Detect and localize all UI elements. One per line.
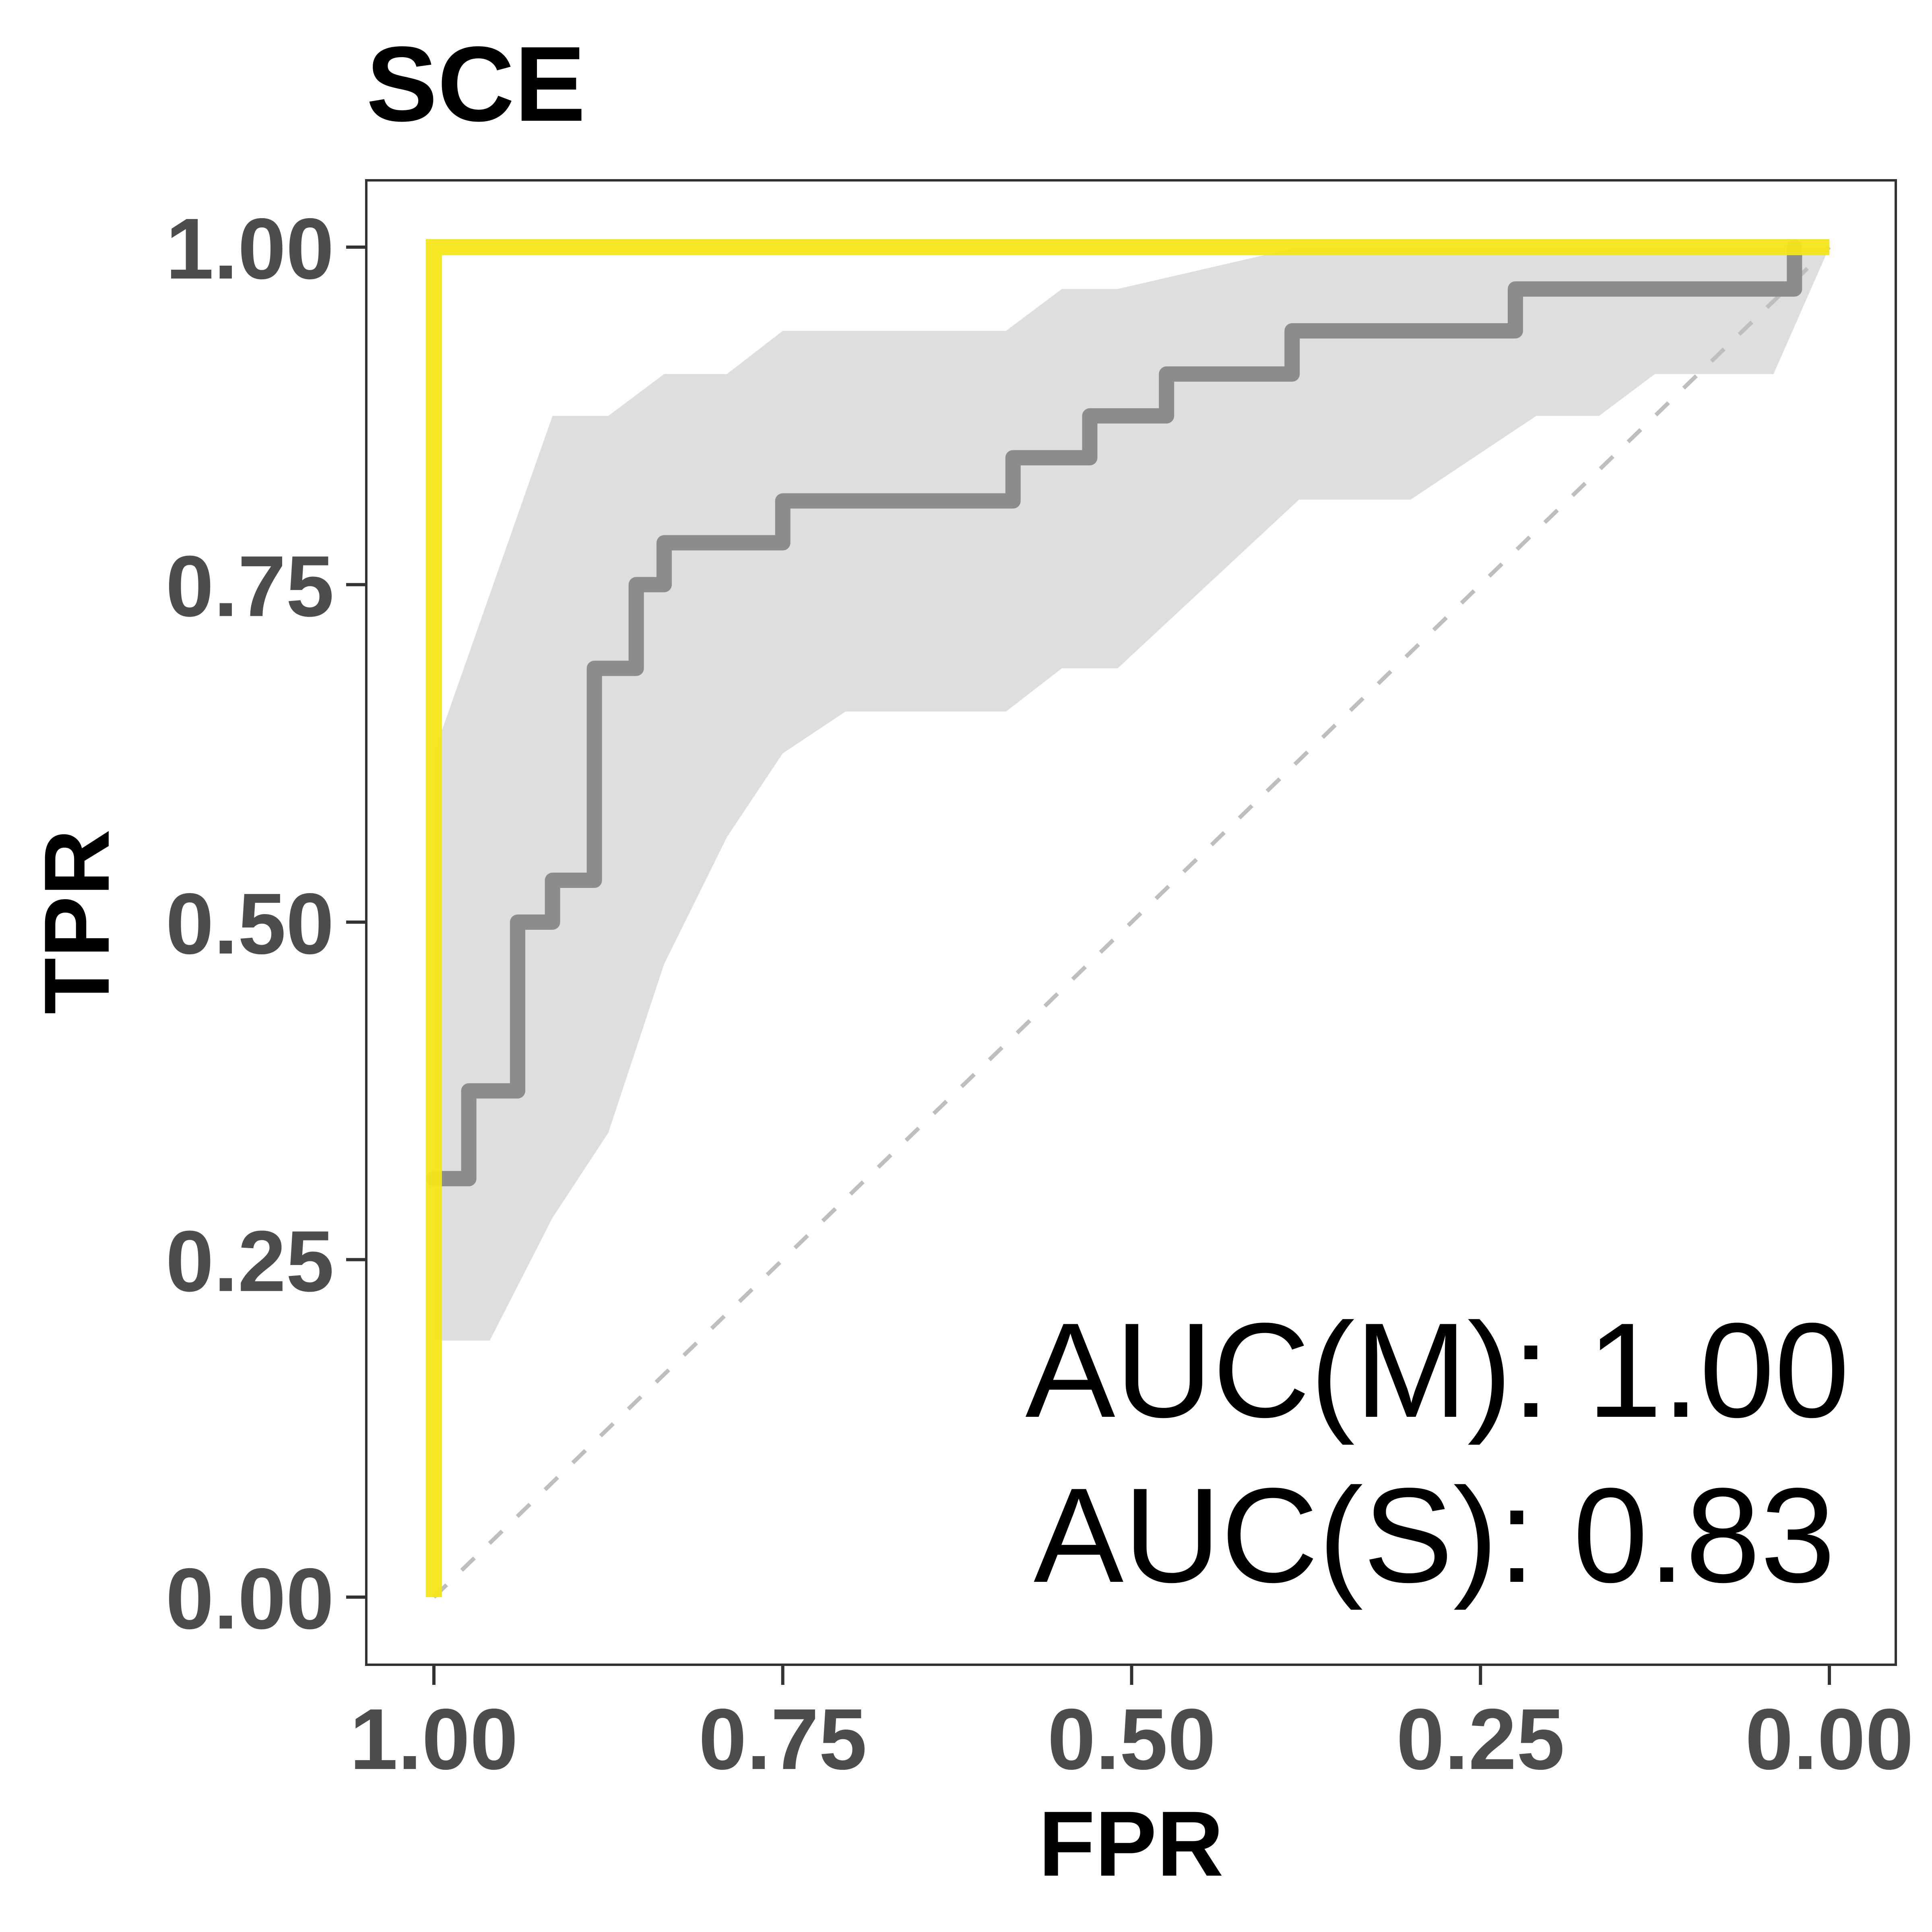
- chart-title: SCE: [366, 25, 586, 144]
- diagonal-reference-line: [432, 246, 1831, 1599]
- x-axis-label: FPR: [1038, 1792, 1224, 1895]
- y-tick-label: 0.25: [166, 1213, 334, 1310]
- x-tick-label: 0.00: [1745, 1690, 1913, 1788]
- x-tick-label: 0.50: [1047, 1690, 1216, 1788]
- y-tick-label: 0.50: [166, 875, 334, 972]
- model-roc-line: [426, 239, 1829, 1597]
- score-roc-line: [426, 239, 1802, 1187]
- x-tick-label: 0.75: [699, 1690, 867, 1788]
- y-tick-label: 0.00: [166, 1550, 334, 1647]
- auc-score-annotation: AUC(S): 0.83: [1034, 1460, 1835, 1611]
- plot-layer: [426, 239, 1831, 1599]
- x-tick-label: 0.25: [1396, 1690, 1565, 1788]
- y-tick-label: 0.75: [166, 538, 334, 635]
- x-tick-label: 1.00: [350, 1690, 518, 1788]
- y-tick-label: 1.00: [166, 200, 334, 297]
- axes-layer: 1.00 0.75 0.50 0.25 0.00 0.00 0.25 0.50 0.75 1.00: [166, 200, 1914, 1788]
- y-axis-label: TPR: [25, 829, 128, 1014]
- auc-model-annotation: AUC(M): 1.00: [1025, 1295, 1849, 1446]
